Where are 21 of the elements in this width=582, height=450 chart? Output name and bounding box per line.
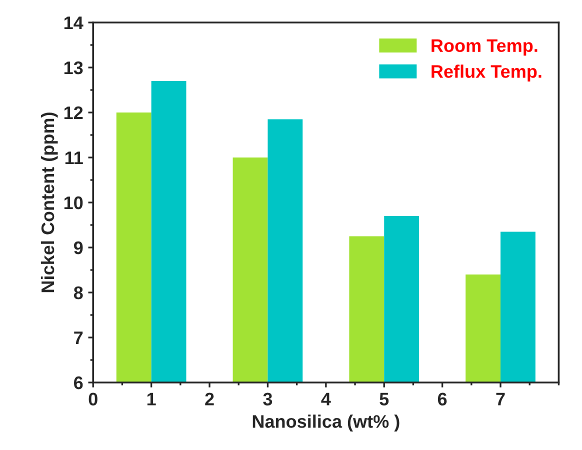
y-tick-label: 12 — [64, 106, 83, 120]
x-axis-title: Nanosilica (wt% ) — [252, 414, 400, 432]
legend-label: Reflux Temp. — [432, 64, 542, 82]
y-axis-title: Nickel Content (ppm) — [40, 112, 58, 292]
x-tick-label: 3 — [263, 392, 272, 406]
y-tick-label: 6 — [74, 376, 83, 390]
x-tick-label: 1 — [147, 392, 156, 406]
y-tick-label: 8 — [74, 286, 83, 300]
y-tick-label: 9 — [74, 241, 83, 254]
x-tick-label: 5 — [380, 392, 389, 406]
y-tick-label: 10 — [64, 196, 83, 210]
x-tick-label: 6 — [438, 392, 447, 406]
legend-label: Room Temp. — [432, 39, 538, 56]
x-tick-label: 0 — [88, 392, 98, 406]
x-tick-label: 7 — [496, 392, 505, 406]
y-tick-label: 14 — [64, 16, 84, 30]
x-tick-label: 2 — [205, 392, 214, 406]
y-tick-label: 13 — [64, 61, 83, 74]
x-tick-label: 4 — [321, 392, 331, 406]
y-tick-label: 11 — [65, 152, 83, 164]
y-tick-label: 7 — [74, 332, 83, 344]
